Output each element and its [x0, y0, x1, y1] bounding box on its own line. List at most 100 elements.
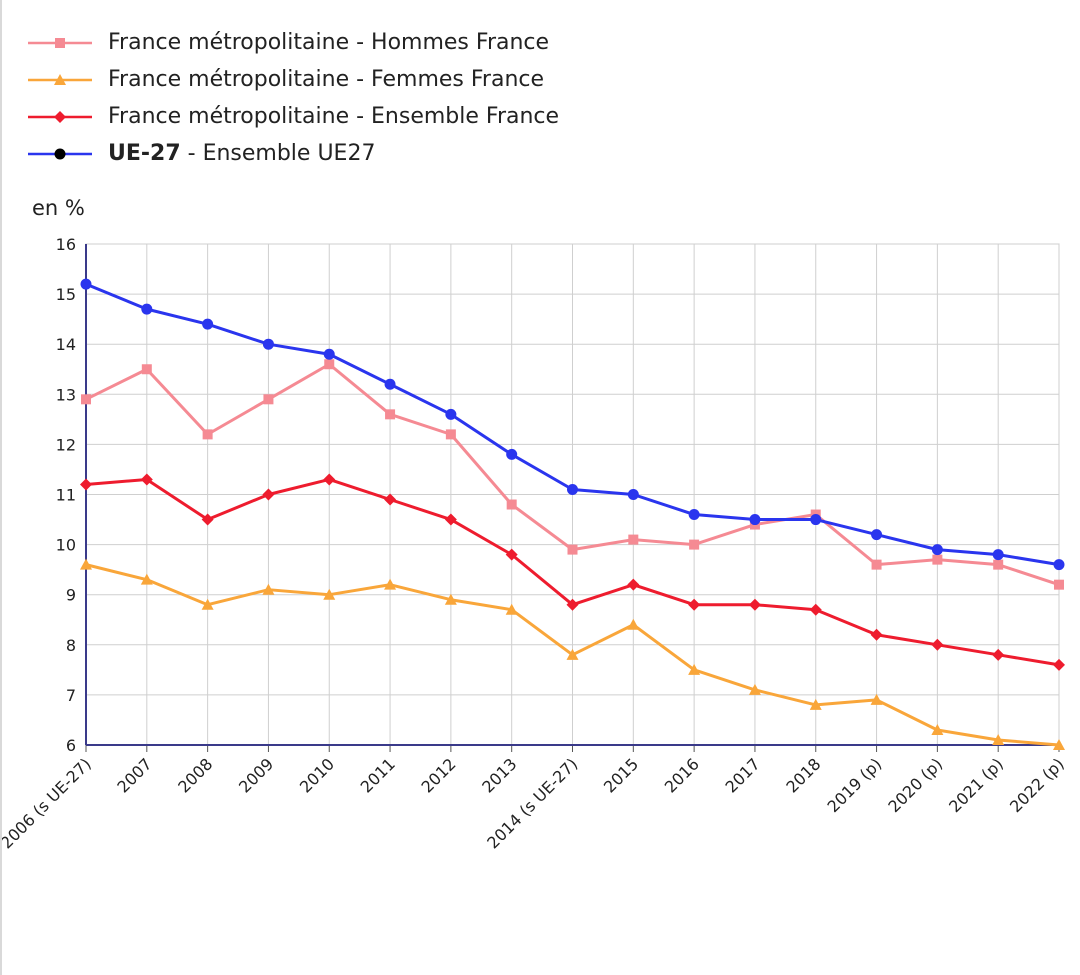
- data-point: [992, 648, 1005, 661]
- data-point: [505, 603, 518, 615]
- legend-label: UE-27 - Ensemble UE27: [108, 141, 375, 166]
- data-point: [993, 559, 1004, 570]
- data-point: [505, 548, 518, 561]
- data-point: [201, 513, 214, 526]
- legend-swatch: [26, 107, 94, 127]
- y-tick-label: 16: [56, 235, 76, 254]
- data-point: [689, 539, 700, 550]
- y-tick-label: 7: [66, 686, 76, 705]
- legend-swatch: [26, 70, 94, 90]
- legend-item[interactable]: France métropolitaine - Ensemble France: [26, 98, 559, 135]
- y-tick-label: 8: [66, 636, 76, 655]
- data-point: [262, 583, 275, 595]
- y-unit-label: en %: [32, 196, 85, 220]
- data-point: [627, 489, 639, 500]
- data-point: [932, 554, 943, 565]
- data-point: [688, 663, 701, 675]
- data-point: [567, 544, 578, 555]
- data-point: [566, 648, 579, 660]
- data-point: [80, 478, 92, 491]
- legend-item[interactable]: France métropolitaine - Femmes France: [26, 61, 559, 98]
- data-point: [1054, 579, 1064, 590]
- data-point: [931, 544, 943, 556]
- data-point: [81, 394, 91, 405]
- data-point: [1053, 658, 1065, 671]
- y-tick-label: 12: [56, 435, 76, 454]
- data-point: [263, 394, 274, 405]
- data-point: [870, 628, 883, 641]
- data-point: [1053, 559, 1065, 571]
- data-point: [262, 488, 275, 501]
- data-point: [445, 408, 457, 420]
- data-point: [931, 723, 944, 735]
- data-point: [688, 598, 701, 611]
- data-point: [80, 558, 92, 570]
- x-tick-label: 2009: [235, 754, 277, 796]
- series-1: [80, 558, 1065, 750]
- legend: France métropolitaine - Hommes France Fra…: [26, 24, 559, 172]
- data-point: [384, 378, 396, 390]
- data-point: [444, 593, 457, 605]
- data-point: [871, 529, 883, 541]
- x-tick-label: 2012: [417, 754, 459, 796]
- data-point: [627, 618, 640, 630]
- data-point: [1053, 739, 1065, 750]
- data-point: [202, 429, 213, 440]
- data-point: [748, 598, 761, 611]
- data-point: [140, 473, 153, 486]
- data-point: [384, 578, 397, 590]
- y-tick-label: 9: [66, 586, 76, 605]
- x-tick-label: 2019 (p): [824, 754, 886, 816]
- y-tick-label: 15: [56, 285, 76, 304]
- x-tick-label: 2007: [113, 754, 155, 796]
- data-point: [141, 364, 152, 375]
- legend-label: France métropolitaine - Hommes France: [108, 30, 549, 55]
- x-tick-label: 2016: [661, 754, 703, 796]
- x-tick-label: 2017: [722, 754, 764, 796]
- legend-label-text: France métropolitaine - Ensemble France: [108, 104, 560, 129]
- data-point: [506, 448, 518, 460]
- data-point: [323, 348, 335, 360]
- x-tick-label: 2008: [174, 754, 216, 796]
- y-tick-label: 10: [56, 536, 76, 555]
- y-tick-label: 13: [56, 385, 76, 404]
- data-point: [80, 278, 92, 290]
- data-point: [931, 638, 944, 651]
- data-point: [141, 303, 153, 315]
- legend-label-text: France métropolitaine - Hommes France: [108, 30, 550, 55]
- legend-label: France métropolitaine - Femmes France: [108, 67, 544, 92]
- x-tick-label: 2022 (p): [1006, 754, 1068, 816]
- y-tick-label: 6: [66, 736, 76, 755]
- y-tick-label: 11: [56, 486, 76, 505]
- legend-item[interactable]: UE-27 - Ensemble UE27: [26, 135, 559, 172]
- data-point: [140, 573, 153, 585]
- data-point: [748, 683, 761, 695]
- legend-swatch: [26, 144, 94, 164]
- legend-marker-icon: [54, 148, 66, 159]
- data-point: [992, 549, 1004, 561]
- y-tick-label: 14: [56, 335, 76, 354]
- data-point: [688, 509, 700, 521]
- legend-label-bold: UE-27: [108, 141, 181, 166]
- data-point: [992, 733, 1005, 745]
- x-tick-label: 2015: [600, 754, 642, 796]
- data-point: [445, 429, 456, 440]
- legend-label-text: France métropolitaine - Femmes France: [108, 67, 545, 92]
- data-point: [810, 514, 822, 526]
- data-point: [324, 359, 335, 370]
- data-point: [870, 693, 883, 705]
- legend-item[interactable]: France métropolitaine - Hommes France: [26, 24, 559, 61]
- legend-swatch: [26, 33, 94, 53]
- series-3: [80, 278, 1065, 571]
- x-tick-label: 2006 (s UE-27): [2, 754, 95, 852]
- data-point: [749, 514, 761, 526]
- data-point: [201, 598, 214, 610]
- legend-marker-icon: [54, 73, 66, 85]
- legend-marker-icon: [55, 37, 65, 48]
- data-point: [567, 483, 578, 495]
- data-point: [871, 559, 882, 570]
- x-tick-label: 2013: [478, 754, 520, 796]
- series-2: [80, 473, 1065, 671]
